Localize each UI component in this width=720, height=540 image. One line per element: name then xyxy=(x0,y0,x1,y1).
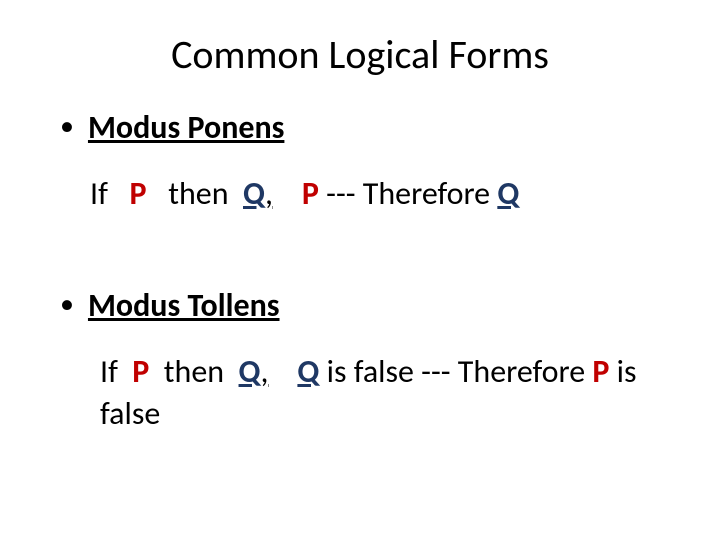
var-q: Q xyxy=(243,174,265,213)
var-q: Q xyxy=(239,352,261,391)
bullet-heading: Modus Tollens xyxy=(88,287,280,325)
var-q: Q xyxy=(297,352,319,391)
text-dashes: --- xyxy=(326,174,363,213)
bullet-modus-ponens: • Modus Ponens xyxy=(60,109,670,147)
spacer xyxy=(50,241,670,269)
text-therefore: Therefore xyxy=(363,174,498,213)
text-therefore: Therefore xyxy=(458,352,593,391)
text-comma: , xyxy=(260,352,268,391)
text-then: then xyxy=(168,174,228,213)
slide-title: Common Logical Forms xyxy=(50,30,670,79)
var-p: P xyxy=(132,352,149,391)
text-dashes: --- xyxy=(414,352,458,391)
var-p: P xyxy=(592,352,609,391)
bullet-marker-icon: • xyxy=(60,287,74,321)
text-comma: , xyxy=(265,174,273,213)
rule-modus-ponens: If P then Q, P --- Therefore Q xyxy=(90,173,670,215)
bullet-heading: Modus Ponens xyxy=(88,109,284,147)
text-then: then xyxy=(164,352,224,391)
text-if: If xyxy=(90,174,108,213)
text-is-false: is false xyxy=(319,352,414,391)
text-if: If xyxy=(100,352,118,391)
bullet-modus-tollens: • Modus Tollens xyxy=(60,287,670,325)
var-q: Q xyxy=(497,174,519,213)
rule-modus-tollens: If P then Q, Q is false --- Therefore P … xyxy=(100,351,670,434)
var-p: P xyxy=(302,174,319,213)
bullet-marker-icon: • xyxy=(60,109,74,143)
var-p: P xyxy=(130,174,147,213)
slide: Common Logical Forms • Modus Ponens If P… xyxy=(0,0,720,540)
